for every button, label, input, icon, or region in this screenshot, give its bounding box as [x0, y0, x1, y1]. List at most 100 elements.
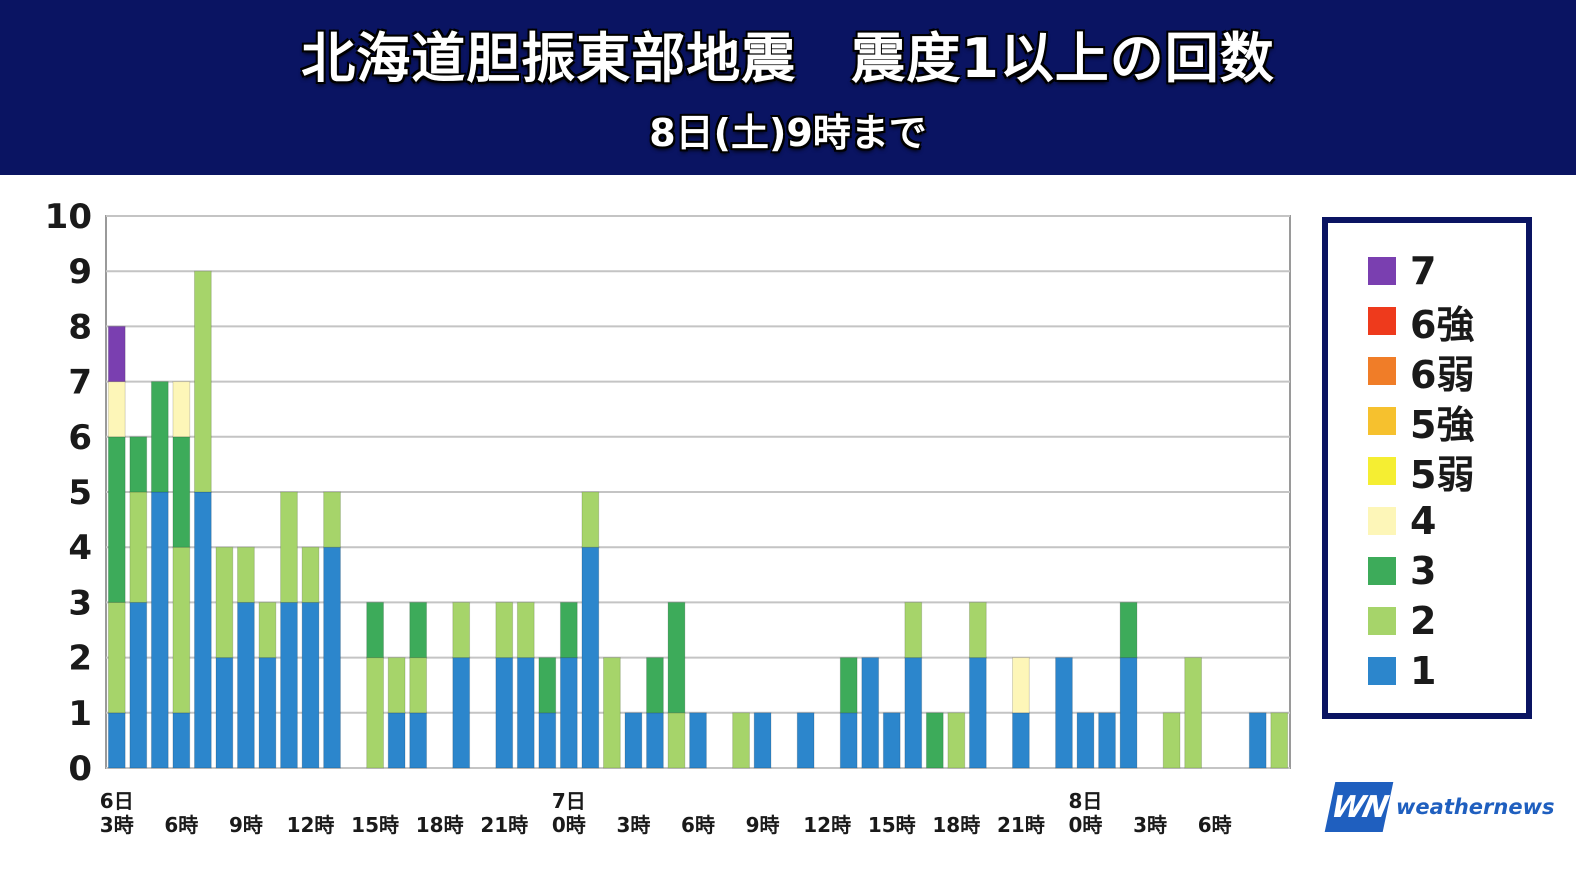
bar-segment: [839, 712, 858, 769]
bar-segment: [409, 601, 428, 659]
bar-segment: [452, 601, 471, 659]
y-tick-label: 1: [68, 694, 92, 734]
weathernews-logo: WN weathernews: [1324, 782, 1555, 832]
y-tick-label: 0: [68, 749, 92, 789]
bar-segment: [904, 601, 923, 659]
legend-swatch-5-strong: [1368, 407, 1396, 435]
header-banner: 北海道胆振東部地震 震度1以上の回数 8日(土)9時まで: [0, 0, 1576, 175]
y-tick-label: 6: [68, 418, 92, 458]
bar-segment: [237, 546, 255, 603]
bar-segment: [624, 712, 643, 769]
bar-segment: [129, 491, 148, 603]
x-tick-label: 3時: [100, 813, 134, 837]
bar-segment: [1012, 657, 1030, 714]
bar-segment: [258, 601, 277, 659]
legend-item-4: 4: [1368, 499, 1436, 543]
legend-item-3: 3: [1368, 549, 1436, 593]
x-tick-label: 18時: [416, 813, 464, 837]
bar-segment: [968, 657, 987, 769]
bar-segment: [1055, 657, 1073, 769]
x-tick-label-date: 8日: [1069, 789, 1103, 813]
bar-segment: [1119, 657, 1138, 769]
y-tick-label: 3: [68, 583, 92, 623]
bar-segment: [172, 712, 191, 769]
bar-segment: [366, 657, 384, 769]
bar-segment: [323, 546, 341, 769]
bar-segment: [129, 436, 148, 493]
x-tick-label: 21時: [997, 813, 1045, 837]
bar-segment: [366, 601, 384, 659]
bar-segment: [107, 381, 126, 438]
bar-segment: [904, 657, 923, 769]
x-tick-label: 3時: [1133, 813, 1167, 837]
legend-swatch-1: [1368, 657, 1396, 685]
bar-segment: [667, 712, 686, 769]
x-tick-label: 18時: [932, 813, 980, 837]
x-tick-label: 0時: [1069, 813, 1103, 837]
x-tick-label: 9時: [746, 813, 780, 837]
legend-swatch-6-strong: [1368, 307, 1396, 335]
bar-segment: [538, 712, 557, 769]
bar-segment: [581, 546, 600, 769]
bar-segment: [559, 657, 578, 769]
legend-label: 7: [1410, 249, 1437, 293]
bar-segment: [689, 712, 707, 769]
bar-segment: [753, 712, 772, 769]
bar-segment: [258, 657, 277, 769]
bar-segment: [796, 712, 815, 769]
y-tick-label: 4: [68, 528, 92, 568]
legend-swatch-2: [1368, 607, 1396, 635]
bar-segment: [1076, 712, 1095, 769]
legend-swatch-4: [1368, 507, 1396, 535]
bar-segment: [1098, 712, 1116, 769]
bar-segment: [1270, 712, 1289, 769]
bar-segment: [387, 657, 406, 714]
legend-swatch-5-weak: [1368, 457, 1396, 485]
bar-segment: [646, 712, 664, 769]
bar-segment: [107, 712, 126, 769]
bar-segment: [107, 601, 126, 714]
x-tick-label: 15時: [351, 813, 399, 837]
bar-segment: [107, 325, 126, 383]
bar-segment: [516, 657, 535, 769]
x-tick-label-date: 7日: [552, 789, 586, 813]
bar-segment: [172, 436, 191, 548]
x-tick-label: 21時: [480, 813, 528, 837]
bar-segment: [193, 270, 212, 493]
bar-segment: [968, 601, 987, 659]
y-tick-label: 10: [45, 197, 92, 237]
y-tick-label: 7: [68, 363, 92, 403]
bar-segment: [301, 601, 320, 769]
legend-label: 5弱: [1410, 452, 1475, 497]
page-subtitle: 8日(土)9時まで: [649, 111, 927, 155]
bar-segment: [538, 657, 557, 714]
bar-segment: [861, 657, 880, 769]
bar-segment: [559, 601, 578, 659]
bar-segment: [215, 546, 234, 659]
page-title: 北海道胆振東部地震 震度1以上の回数: [301, 27, 1275, 90]
bar-segment: [1012, 712, 1030, 769]
logo-text: weathernews: [1396, 795, 1555, 819]
bar-segment: [1184, 657, 1203, 769]
bar-segment: [409, 712, 428, 769]
bar-segment: [495, 657, 514, 769]
bar-segment: [947, 712, 966, 769]
legend-label: 6強: [1410, 302, 1475, 347]
bar-segment: [581, 491, 600, 548]
bar-segment: [602, 657, 621, 769]
bar-segment: [667, 601, 686, 714]
legend-label: 5強: [1410, 402, 1475, 447]
y-tick-label: 9: [68, 252, 92, 292]
x-tick-label: 12時: [803, 813, 851, 837]
bar-segment: [150, 491, 169, 769]
bar-segment: [237, 601, 255, 769]
bar-segment: [172, 546, 191, 714]
legend-swatch-3: [1368, 557, 1396, 585]
x-tick-label: 12時: [287, 813, 335, 837]
bar-segment: [301, 546, 320, 603]
bar-segment: [732, 712, 750, 769]
bar-segment: [193, 491, 212, 769]
bar-segment: [516, 601, 535, 659]
bar-segment: [1162, 712, 1181, 769]
